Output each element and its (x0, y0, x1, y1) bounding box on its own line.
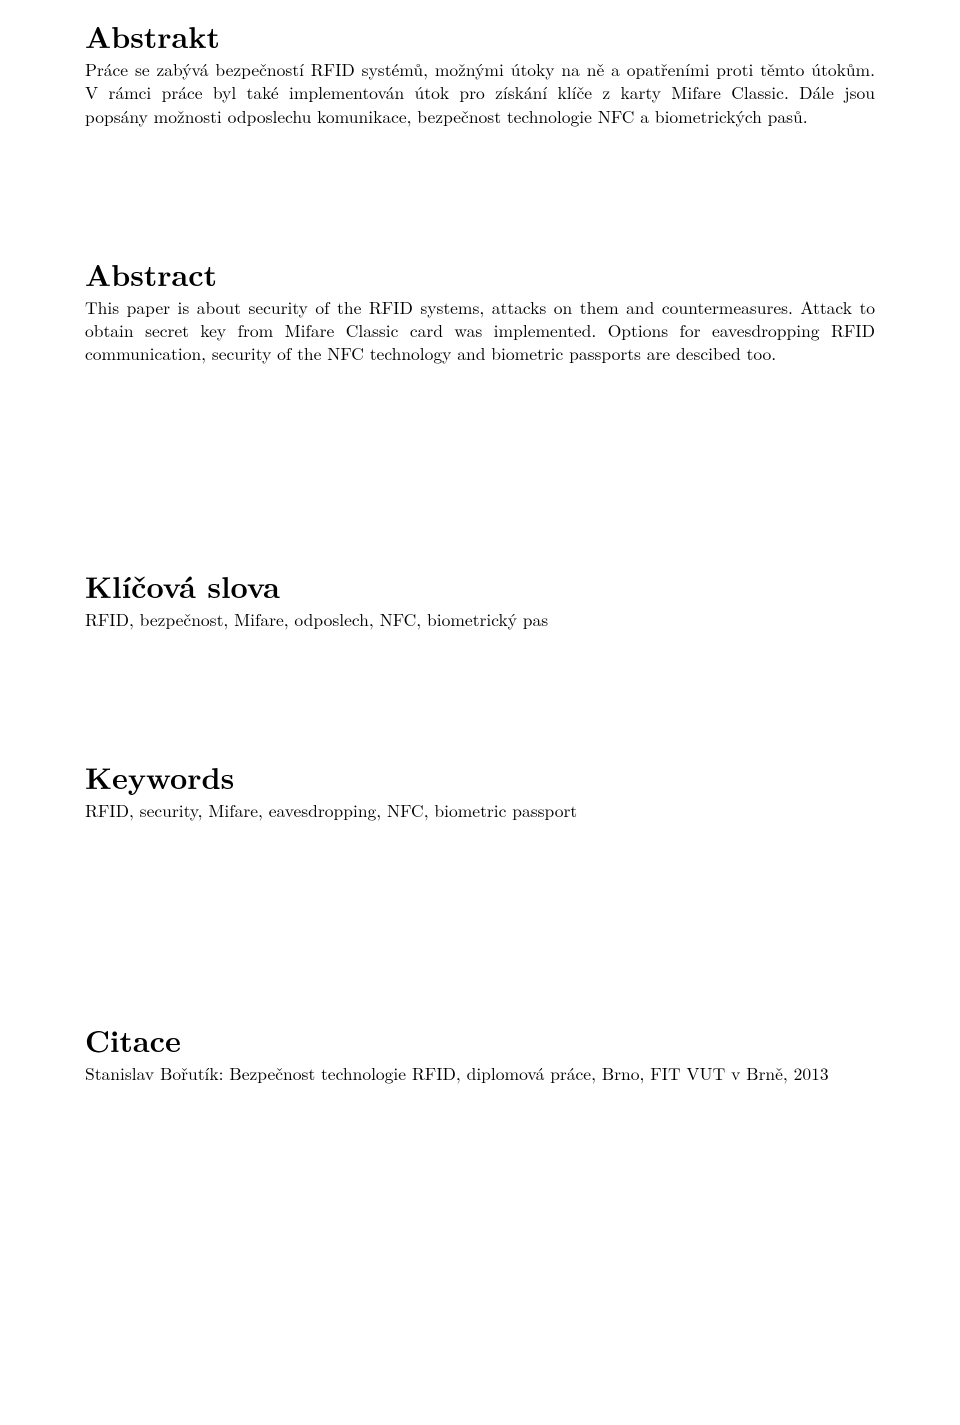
section-klicova-slova: Klíčová slova RFID, bezpečnost, Mifare, … (85, 568, 875, 631)
body-abstrakt: Práce se zabývá bezpečností RFID systémů… (85, 58, 875, 128)
heading-klicova-slova: Klíčová slova (85, 568, 875, 604)
section-abstract: Abstract This paper is about security of… (85, 256, 875, 366)
body-citace: Stanislav Bořutík: Bezpečnost technologi… (85, 1062, 875, 1085)
spacer (85, 128, 875, 256)
heading-abstrakt: Abstrakt (85, 18, 875, 54)
spacer (85, 366, 875, 568)
section-abstrakt: Abstrakt Práce se zabývá bezpečností RFI… (85, 18, 875, 128)
heading-citace: Citace (85, 1022, 875, 1058)
spacer (85, 631, 875, 759)
spacer (85, 822, 875, 1022)
body-keywords: RFID, security, Mifare, eavesdropping, N… (85, 799, 875, 822)
section-keywords: Keywords RFID, security, Mifare, eavesdr… (85, 759, 875, 822)
section-citace: Citace Stanislav Bořutík: Bezpečnost tec… (85, 1022, 875, 1085)
heading-abstract: Abstract (85, 256, 875, 292)
body-abstract: This paper is about security of the RFID… (85, 296, 875, 366)
body-klicova-slova: RFID, bezpečnost, Mifare, odposlech, NFC… (85, 608, 875, 631)
heading-keywords: Keywords (85, 759, 875, 795)
